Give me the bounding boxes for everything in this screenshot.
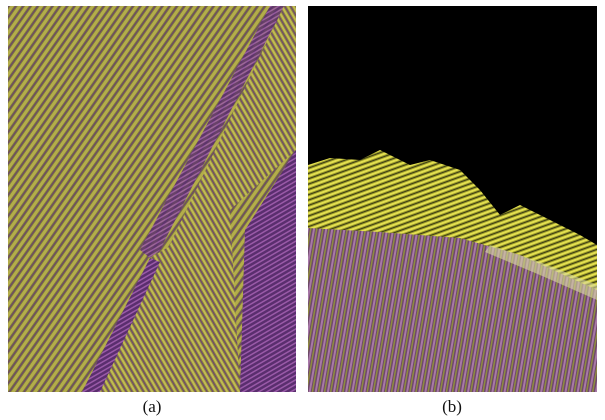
road <box>485 245 597 300</box>
road-strip <box>140 6 284 258</box>
road-strip-2 <box>82 258 160 392</box>
caption: (a) <box>143 397 162 416</box>
field-wedge <box>95 210 240 392</box>
panel-b <box>308 6 597 392</box>
panel-a <box>8 6 296 392</box>
field-block <box>165 6 296 255</box>
caption: (b) <box>442 397 462 416</box>
purple-field <box>240 150 296 392</box>
ground <box>308 228 597 392</box>
